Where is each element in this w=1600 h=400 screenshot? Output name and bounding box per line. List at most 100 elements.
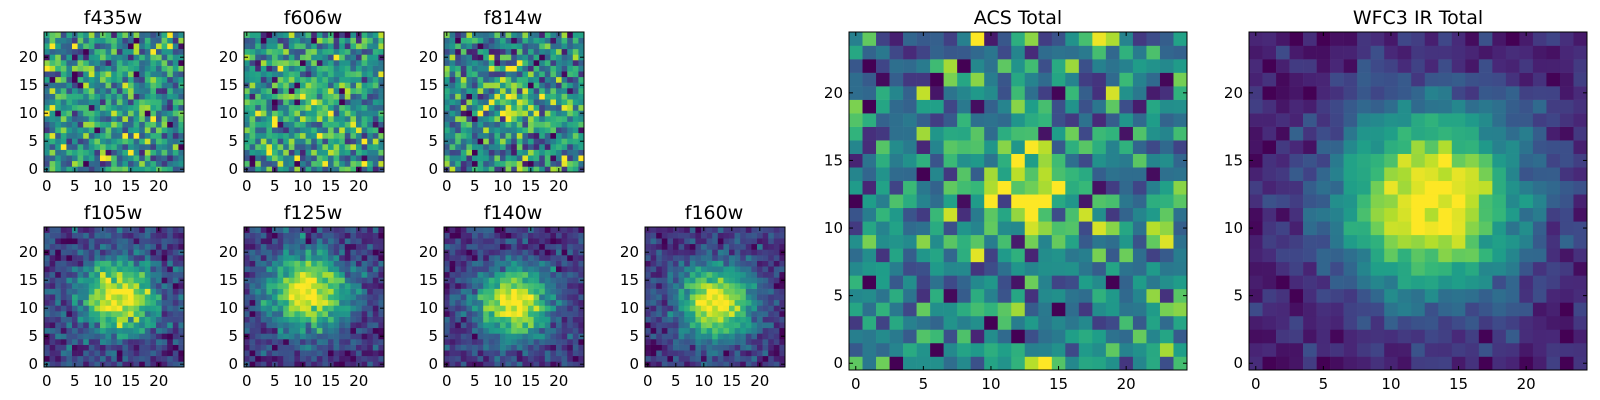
heatmap-cell xyxy=(712,361,719,368)
heatmap-cell xyxy=(156,99,162,106)
heatmap-cell xyxy=(133,333,140,340)
heatmap-cells xyxy=(244,32,385,173)
heatmap-cell xyxy=(889,234,904,249)
x-tick-label: 15 xyxy=(321,372,340,390)
heatmap-cell xyxy=(572,155,579,162)
heatmap-cell xyxy=(477,138,484,145)
heatmap-cell xyxy=(455,361,462,368)
heatmap-cell xyxy=(128,121,134,128)
heatmap-cell xyxy=(66,65,73,72)
heatmap-cell xyxy=(762,283,769,289)
heatmap-cell xyxy=(305,32,312,38)
heatmap-cell xyxy=(77,88,84,94)
heatmap-cell xyxy=(477,339,484,345)
heatmap-cell xyxy=(528,48,534,55)
heatmap-cell xyxy=(522,271,529,278)
heatmap-cell xyxy=(556,54,562,61)
heatmap-cell xyxy=(100,255,106,261)
heatmap-cell xyxy=(66,277,73,284)
heatmap-cell xyxy=(255,305,262,312)
heatmap-cell xyxy=(578,255,585,261)
heatmap-cell xyxy=(356,299,362,306)
heatmap-cell xyxy=(511,104,518,111)
heatmap-cell xyxy=(116,60,123,66)
heatmap-cell xyxy=(494,160,501,167)
heatmap-cell xyxy=(328,76,334,83)
heatmap-cell xyxy=(678,311,685,317)
heatmap-cell xyxy=(460,65,467,72)
heatmap-cell xyxy=(372,82,379,89)
heatmap-cell xyxy=(539,48,546,55)
heatmap-cell xyxy=(88,37,95,44)
heatmap-cell xyxy=(83,361,90,368)
heatmap-cell xyxy=(1119,261,1134,276)
heatmap-cell xyxy=(522,37,529,44)
heatmap-cell xyxy=(88,266,95,273)
heatmap-cell xyxy=(1159,302,1174,317)
heatmap-cell xyxy=(367,144,374,150)
heatmap-cell xyxy=(550,71,557,78)
heatmap-cell xyxy=(122,260,129,267)
heatmap-cell xyxy=(650,350,657,357)
heatmap-cell xyxy=(1038,221,1053,236)
heatmap-cell xyxy=(667,255,674,261)
heatmap-cell xyxy=(889,194,904,209)
heatmap-cell xyxy=(372,37,379,44)
heatmap-cell xyxy=(684,355,691,362)
heatmap-cell xyxy=(723,299,730,306)
heatmap-cell xyxy=(111,93,118,100)
heatmap-cell xyxy=(316,71,323,78)
heatmap-cell xyxy=(661,361,668,368)
heatmap-cell xyxy=(372,48,379,55)
heatmap-cell xyxy=(572,88,579,94)
heatmap-cell xyxy=(249,82,256,89)
heatmap-cell xyxy=(161,104,168,111)
heatmap-cell xyxy=(83,243,90,250)
heatmap-cell xyxy=(367,48,374,55)
heatmap-cell xyxy=(255,283,262,289)
heatmap-cell xyxy=(567,65,574,72)
heatmap-cell xyxy=(116,283,123,289)
heatmap-cell xyxy=(49,333,56,340)
heatmap-cell xyxy=(122,82,129,89)
heatmap-cell xyxy=(516,232,523,239)
heatmap-cell xyxy=(44,104,50,111)
heatmap-cell xyxy=(272,93,278,100)
heatmap-cell xyxy=(645,232,651,239)
heatmap-cell xyxy=(122,271,129,278)
heatmap-cell xyxy=(350,76,357,83)
heatmap-cell xyxy=(757,305,763,312)
heatmap-cell xyxy=(723,327,730,334)
heatmap-cell xyxy=(255,155,262,162)
heatmap-cell xyxy=(150,138,157,145)
heatmap-cell xyxy=(522,32,529,38)
heatmap-cell xyxy=(83,255,90,261)
heatmap-cell xyxy=(294,294,301,301)
heatmap-cell xyxy=(55,160,62,167)
heatmap-cell xyxy=(150,99,157,106)
heatmap-cells xyxy=(849,32,1188,371)
heatmap-cell xyxy=(862,167,877,182)
heatmap-cell xyxy=(122,93,129,100)
heatmap-cell xyxy=(44,355,50,362)
heatmap-cell xyxy=(745,288,752,295)
heatmap-cell xyxy=(344,339,351,345)
heatmap-cell xyxy=(768,255,775,261)
heatmap-cell xyxy=(139,149,146,156)
heatmap-cell xyxy=(139,82,146,89)
heatmap-cell xyxy=(294,48,301,55)
heatmap-cell xyxy=(122,355,129,362)
heatmap-cell xyxy=(72,149,78,156)
heatmap-cell xyxy=(322,116,329,122)
heatmap-cell xyxy=(300,144,306,150)
heatmap-cell xyxy=(578,60,585,66)
heatmap-cell xyxy=(567,283,574,289)
heatmap-cell xyxy=(572,361,579,368)
heatmap-cell xyxy=(578,155,585,162)
heatmap-cell xyxy=(367,82,374,89)
heatmap-cell xyxy=(544,243,551,250)
heatmap-cell xyxy=(333,71,340,78)
heatmap-cell xyxy=(957,221,971,236)
heatmap-cell xyxy=(44,155,50,162)
heatmap-cell xyxy=(277,166,284,173)
